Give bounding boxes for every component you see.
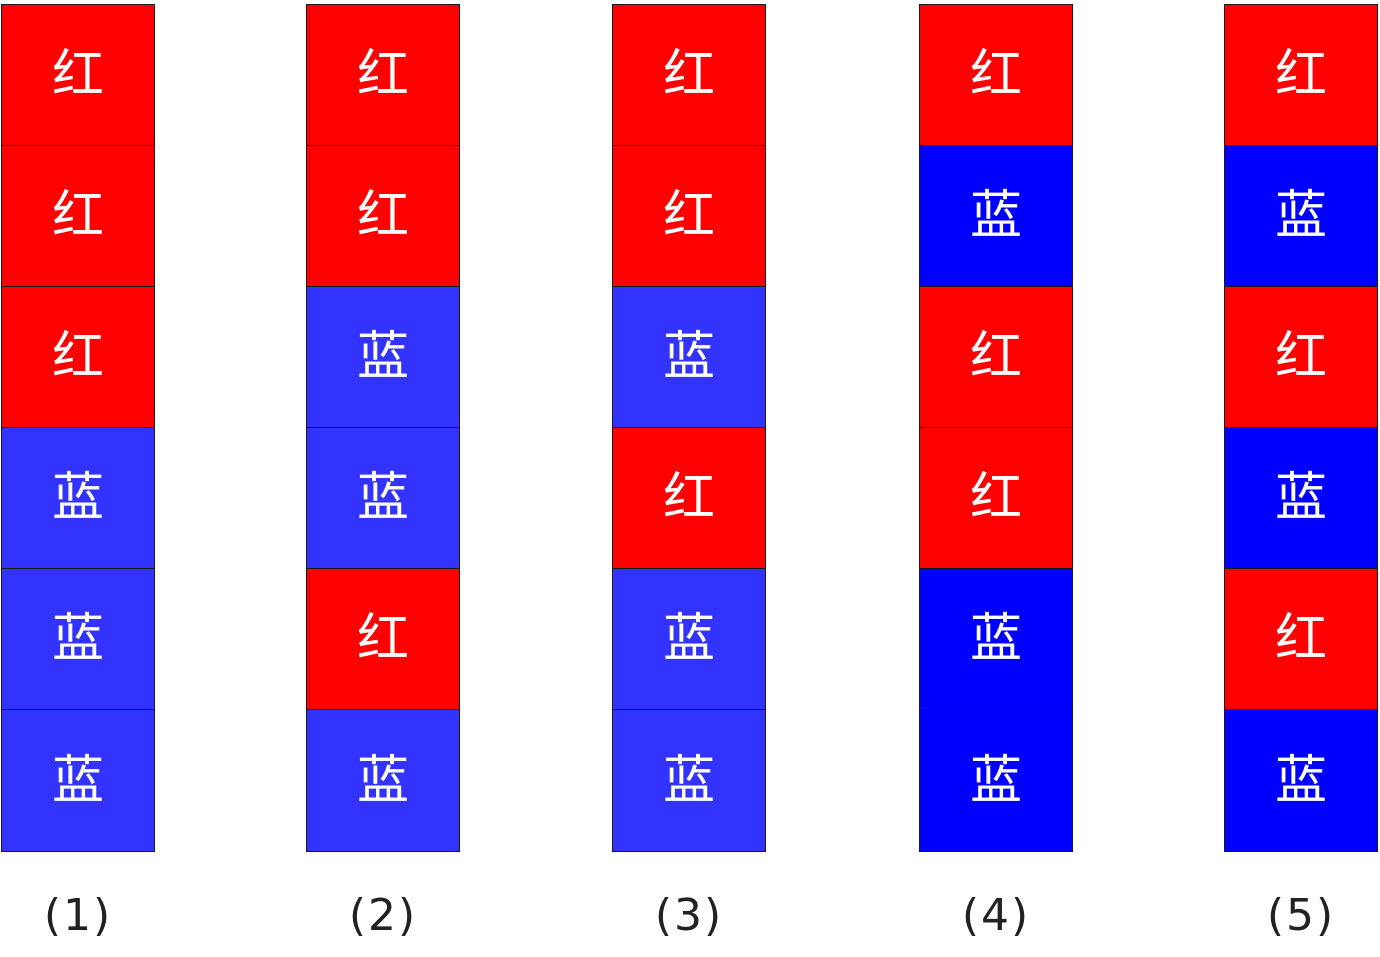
stack-5: 红 蓝 红 蓝 红 蓝 (1224, 4, 1378, 852)
cell-3-2: 红 (613, 146, 765, 287)
cell-2-1: 红 (307, 5, 459, 146)
cell-3-5: 蓝 (613, 569, 765, 710)
cell-4-5: 蓝 (920, 569, 1072, 710)
cell-2-6: 蓝 (307, 710, 459, 851)
cell-4-4: 红 (920, 428, 1072, 569)
cell-3-1: 红 (613, 5, 765, 146)
stack-label-5: (5) (1266, 890, 1336, 941)
stack-1: 红 红 红 蓝 蓝 蓝 (1, 4, 155, 852)
cell-5-6: 蓝 (1225, 710, 1377, 851)
stack-2: 红 红 蓝 蓝 红 蓝 (306, 4, 460, 852)
cell-3-4: 红 (613, 428, 765, 569)
cell-5-1: 红 (1225, 5, 1377, 146)
stack-column-5: 红 蓝 红 蓝 红 蓝 (1224, 4, 1378, 852)
cell-1-4: 蓝 (2, 428, 154, 569)
cell-4-3: 红 (920, 287, 1072, 428)
cell-4-1: 红 (920, 5, 1072, 146)
cell-1-6: 蓝 (2, 710, 154, 851)
cell-2-5: 红 (307, 569, 459, 710)
stack-3: 红 红 蓝 红 蓝 蓝 (612, 4, 766, 852)
cell-5-3: 红 (1225, 287, 1377, 428)
cell-5-2: 蓝 (1225, 146, 1377, 287)
stack-column-4: 红 蓝 红 红 蓝 蓝 (919, 4, 1073, 852)
cell-1-1: 红 (2, 5, 154, 146)
cell-4-6: 蓝 (920, 710, 1072, 851)
stack-label-2: (2) (348, 890, 418, 941)
cell-1-5: 蓝 (2, 569, 154, 710)
cell-1-2: 红 (2, 146, 154, 287)
stack-label-1: (1) (43, 890, 113, 941)
cell-5-5: 红 (1225, 569, 1377, 710)
cell-2-4: 蓝 (307, 428, 459, 569)
stack-column-3: 红 红 蓝 红 蓝 蓝 (612, 4, 766, 852)
stack-label-3: (3) (654, 890, 724, 941)
cell-4-2: 蓝 (920, 146, 1072, 287)
cell-5-4: 蓝 (1225, 428, 1377, 569)
stack-4: 红 蓝 红 红 蓝 蓝 (919, 4, 1073, 852)
cell-1-3: 红 (2, 287, 154, 428)
cell-2-2: 红 (307, 146, 459, 287)
cell-3-3: 蓝 (613, 287, 765, 428)
stack-column-2: 红 红 蓝 蓝 红 蓝 (306, 4, 460, 852)
cell-3-6: 蓝 (613, 710, 765, 851)
stack-label-4: (4) (961, 890, 1031, 941)
cell-2-3: 蓝 (307, 287, 459, 428)
stack-column-1: 红 红 红 蓝 蓝 蓝 (1, 4, 155, 852)
